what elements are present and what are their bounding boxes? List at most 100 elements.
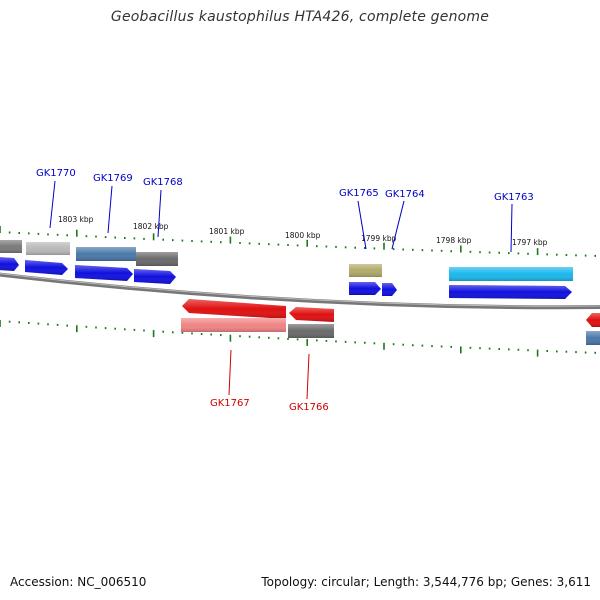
gene-feature-gray-left[interactable] — [0, 240, 22, 253]
reverse-ruler-minor-tick — [248, 335, 251, 338]
forward-ruler-minor-tick — [104, 236, 107, 239]
gene-feature-gk1763[interactable] — [449, 267, 573, 281]
reverse-ruler-minor-tick — [412, 344, 414, 347]
kbp-label-1802: 1802 kbp — [133, 222, 169, 231]
reverse-ruler-minor-tick — [364, 341, 366, 344]
forward-ruler-minor-tick — [143, 237, 145, 240]
forward-ruler-minor-tick — [114, 236, 116, 239]
gene-label-gk1767[interactable]: GK1767 — [210, 398, 250, 409]
forward-ruler-minor-tick — [287, 244, 289, 246]
reverse-tick-ruler — [0, 320, 596, 357]
gene-feature-gk1766[interactable] — [288, 324, 334, 338]
reverse-ruler-minor-tick — [258, 336, 260, 339]
genome-backbone — [0, 272, 600, 310]
forward-ruler-minor-tick — [440, 249, 443, 252]
gene-arrow-1763[interactable] — [449, 285, 572, 299]
gene-arrow-1767[interactable] — [182, 299, 286, 319]
reverse-ruler-minor-tick — [220, 334, 222, 337]
reverse-ruler-minor-tick — [325, 339, 328, 342]
forward-ruler-minor-tick — [239, 242, 241, 244]
gene-arrow-left-edge[interactable] — [0, 257, 19, 271]
reverse-ruler-minor-tick — [421, 344, 424, 347]
forward-ruler-minor-tick — [517, 252, 520, 255]
forward-ruler-minor-tick — [191, 240, 193, 242]
gene-feature-gk1769[interactable] — [76, 247, 136, 261]
reverse-ruler-minor-tick — [392, 343, 395, 346]
forward-ruler-major-tick — [0, 226, 1, 233]
reverse-ruler-minor-tick — [37, 322, 40, 325]
forward-ruler-major-tick — [229, 236, 232, 244]
kbp-label-1800: 1800 kbp — [285, 231, 321, 240]
forward-ruler-minor-tick — [450, 250, 452, 253]
gene-label-gk1763[interactable]: GK1763 — [494, 192, 534, 203]
forward-ruler-minor-tick — [431, 249, 433, 252]
reverse-ruler-minor-tick — [8, 320, 11, 323]
forward-ruler-minor-tick — [210, 240, 212, 243]
gene-arrow-1766[interactable] — [289, 307, 334, 322]
reverse-ruler-minor-tick — [47, 323, 49, 326]
forward-ruler-minor-tick — [325, 245, 328, 248]
forward-ruler-major-tick — [460, 245, 462, 253]
gene-arrow-right-edge[interactable] — [586, 313, 600, 327]
forward-ruler-minor-tick — [565, 254, 568, 256]
gene-feature-gk1770[interactable] — [26, 242, 70, 255]
kbp-label-1797: 1797 kbp — [512, 238, 548, 247]
forward-ruler-minor-tick — [402, 248, 404, 251]
reverse-ruler-minor-tick — [124, 328, 126, 331]
gene-feature-gk1765[interactable] — [349, 264, 382, 277]
reverse-ruler-minor-tick — [335, 340, 337, 343]
gene-arrow-1768[interactable] — [134, 269, 176, 284]
reverse-ruler-minor-tick — [95, 326, 97, 329]
reverse-ruler-major-tick — [0, 320, 1, 327]
gene-label-gk1766[interactable]: GK1766 — [289, 402, 329, 413]
gene-arrow-1769[interactable] — [75, 265, 133, 281]
forward-ruler-minor-tick — [421, 249, 424, 252]
forward-features — [0, 240, 573, 299]
reverse-ruler-minor-tick — [344, 340, 347, 343]
gene-label-gk1769[interactable]: GK1769 — [93, 173, 133, 184]
reverse-ruler-minor-tick — [277, 337, 280, 340]
forward-ruler-minor-tick — [316, 245, 318, 248]
reverse-ruler-minor-tick — [104, 327, 107, 330]
forward-ruler-major-tick — [76, 229, 78, 237]
gene-feature-steel-right[interactable] — [586, 331, 600, 345]
gene-feature-gk1768[interactable] — [136, 252, 178, 266]
forward-ruler-minor-tick — [172, 239, 174, 242]
reverse-ruler-minor-tick — [316, 339, 318, 342]
reverse-ruler-minor-tick — [450, 345, 452, 348]
reverse-ruler-major-tick — [306, 338, 308, 346]
accession-value: NC_006510 — [77, 575, 147, 589]
reverse-ruler-major-tick — [460, 346, 462, 354]
length-label: Length: — [373, 575, 420, 589]
forward-ruler-minor-tick — [162, 238, 164, 241]
reverse-ruler-minor-tick — [440, 345, 443, 348]
gene-label-gk1764[interactable]: GK1764 — [385, 189, 425, 200]
reverse-gene-labels: GK1767 GK1766 — [210, 398, 329, 413]
forward-ruler-major-tick — [383, 242, 385, 250]
kbp-label-1798: 1798 kbp — [436, 236, 472, 245]
reverse-ruler-minor-tick — [296, 338, 299, 341]
reverse-ruler-minor-tick — [239, 335, 241, 338]
forward-ruler-minor-tick — [66, 234, 68, 237]
reverse-ruler-minor-tick — [18, 321, 20, 324]
gene-arrow-1770[interactable] — [25, 260, 68, 275]
gene-label-gk1768[interactable]: GK1768 — [143, 177, 183, 188]
forward-ruler-minor-tick — [124, 237, 126, 239]
gene-label-gk1770[interactable]: GK1770 — [36, 168, 76, 179]
gene-arrow-1764[interactable] — [382, 283, 397, 296]
reverse-ruler-minor-tick — [268, 336, 270, 339]
gene-feature-gk1767[interactable] — [181, 318, 286, 332]
forward-ruler-minor-tick — [392, 248, 395, 251]
reverse-ruler-minor-tick — [508, 348, 510, 351]
gene-label-gk1765[interactable]: GK1765 — [339, 188, 379, 199]
reverse-ruler-minor-tick — [584, 351, 587, 354]
reverse-ruler-minor-tick — [488, 347, 491, 350]
gene-arrow-1765[interactable] — [349, 282, 381, 295]
forward-ruler-major-tick — [306, 239, 308, 247]
reverse-ruler-minor-tick — [287, 337, 289, 340]
forward-ruler-minor-tick — [575, 254, 577, 257]
forward-ruler-minor-tick — [488, 251, 491, 254]
genes-label: Genes: — [510, 575, 553, 589]
reverse-ruler-minor-tick — [200, 333, 203, 335]
